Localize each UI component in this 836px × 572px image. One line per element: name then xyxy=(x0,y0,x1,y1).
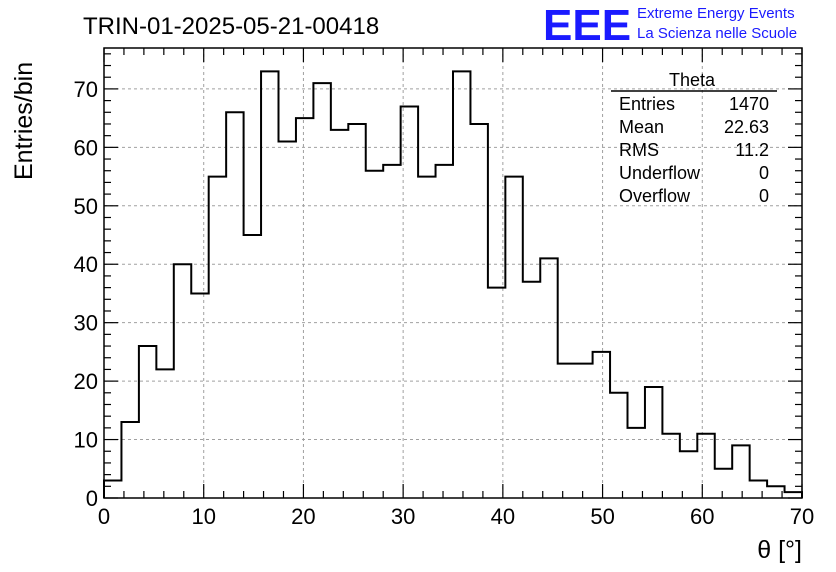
histogram-bin xyxy=(558,364,575,498)
x-tick-label: 30 xyxy=(391,504,415,529)
histogram-bin xyxy=(470,124,487,498)
histogram-bin xyxy=(697,434,714,498)
histogram-bin xyxy=(121,422,138,498)
histogram-bin xyxy=(628,428,645,498)
y-tick-label: 20 xyxy=(74,369,98,394)
histogram-bin xyxy=(436,165,453,498)
x-tick-label: 60 xyxy=(690,504,714,529)
histogram-bin xyxy=(418,177,435,498)
y-tick-label: 10 xyxy=(74,428,98,453)
histogram-bin xyxy=(505,177,522,498)
eee-logo: EEE Extreme Energy Events La Scienza nel… xyxy=(543,1,797,50)
stats-label-rms: RMS xyxy=(619,140,659,160)
histogram-bin xyxy=(296,118,313,498)
y-axis-label: Entries/bin xyxy=(10,62,38,180)
stats-value-underflow: 0 xyxy=(759,163,769,183)
histogram-bin xyxy=(226,112,243,498)
histogram-bin xyxy=(662,434,679,498)
y-tick-label: 40 xyxy=(74,252,98,277)
tick-labels: 0 10 20 30 40 50 60 70 0 10 20 30 40 50 60 70 xyxy=(74,77,815,529)
histogram-bin xyxy=(348,124,365,498)
histogram-bin xyxy=(209,177,226,498)
x-tick-label: 50 xyxy=(590,504,614,529)
chart-title: TRIN-01-2025-05-21-00418 xyxy=(83,13,379,40)
logo-mark: EEE xyxy=(543,1,631,50)
histogram-bin xyxy=(313,83,330,498)
stats-value-mean: 22.63 xyxy=(724,117,769,137)
x-tick-label: 40 xyxy=(491,504,515,529)
y-tick-label: 60 xyxy=(74,135,98,160)
x-tick-label: 0 xyxy=(98,504,110,529)
y-tick-label: 30 xyxy=(74,311,98,336)
histogram-bin xyxy=(191,293,208,498)
stats-label-entries: Entries xyxy=(619,94,675,114)
histogram-bin xyxy=(401,106,418,498)
histogram-bin xyxy=(540,258,557,498)
histogram-bins xyxy=(104,71,802,498)
histogram-bin xyxy=(575,364,592,498)
y-tick-label: 50 xyxy=(74,194,98,219)
axis-ticks xyxy=(103,48,803,499)
histogram-bin xyxy=(331,130,348,498)
histogram-bin xyxy=(261,71,278,498)
histogram-bin xyxy=(680,451,697,498)
y-tick-label: 70 xyxy=(74,77,98,102)
histogram-bin xyxy=(732,445,749,498)
x-tick-label: 20 xyxy=(291,504,315,529)
histogram-bin xyxy=(785,492,802,498)
histogram-bin xyxy=(366,171,383,498)
histogram-bin xyxy=(139,346,156,498)
histogram-line xyxy=(103,70,803,498)
x-tick-label: 10 xyxy=(191,504,215,529)
histogram-bin xyxy=(593,352,610,498)
histogram-bin xyxy=(610,393,627,498)
stats-label-mean: Mean xyxy=(619,117,664,137)
histogram-bin xyxy=(488,288,505,498)
stats-label-underflow: Underflow xyxy=(619,163,701,183)
histogram-bin xyxy=(383,165,400,498)
histogram-bin xyxy=(279,142,296,498)
stats-box: Theta Entries 1470 Mean 22.63 RMS 11.2 U… xyxy=(611,70,777,206)
x-axis-label: θ [°] xyxy=(757,536,802,564)
stats-name: Theta xyxy=(669,70,716,90)
stats-value-overflow: 0 xyxy=(759,186,769,206)
histogram-bin xyxy=(244,235,261,498)
histogram-bin xyxy=(104,480,121,498)
plot-frame xyxy=(103,47,803,499)
histogram-bin xyxy=(156,369,173,498)
histogram-bin xyxy=(453,71,470,498)
y-tick-label: 0 xyxy=(86,486,98,511)
histogram-bin xyxy=(174,264,191,498)
histogram-bin xyxy=(523,282,540,498)
histogram-bin xyxy=(750,480,767,498)
histogram-bin xyxy=(715,469,732,498)
x-tick-label: 70 xyxy=(790,504,814,529)
logo-line2: La Scienza nelle Scuole xyxy=(637,25,797,42)
histogram-bin xyxy=(645,387,662,498)
stats-value-entries: 1470 xyxy=(729,94,769,114)
logo-line1: Extreme Energy Events xyxy=(637,5,795,22)
stats-label-overflow: Overflow xyxy=(619,186,691,206)
stats-value-rms: 11.2 xyxy=(735,140,769,160)
